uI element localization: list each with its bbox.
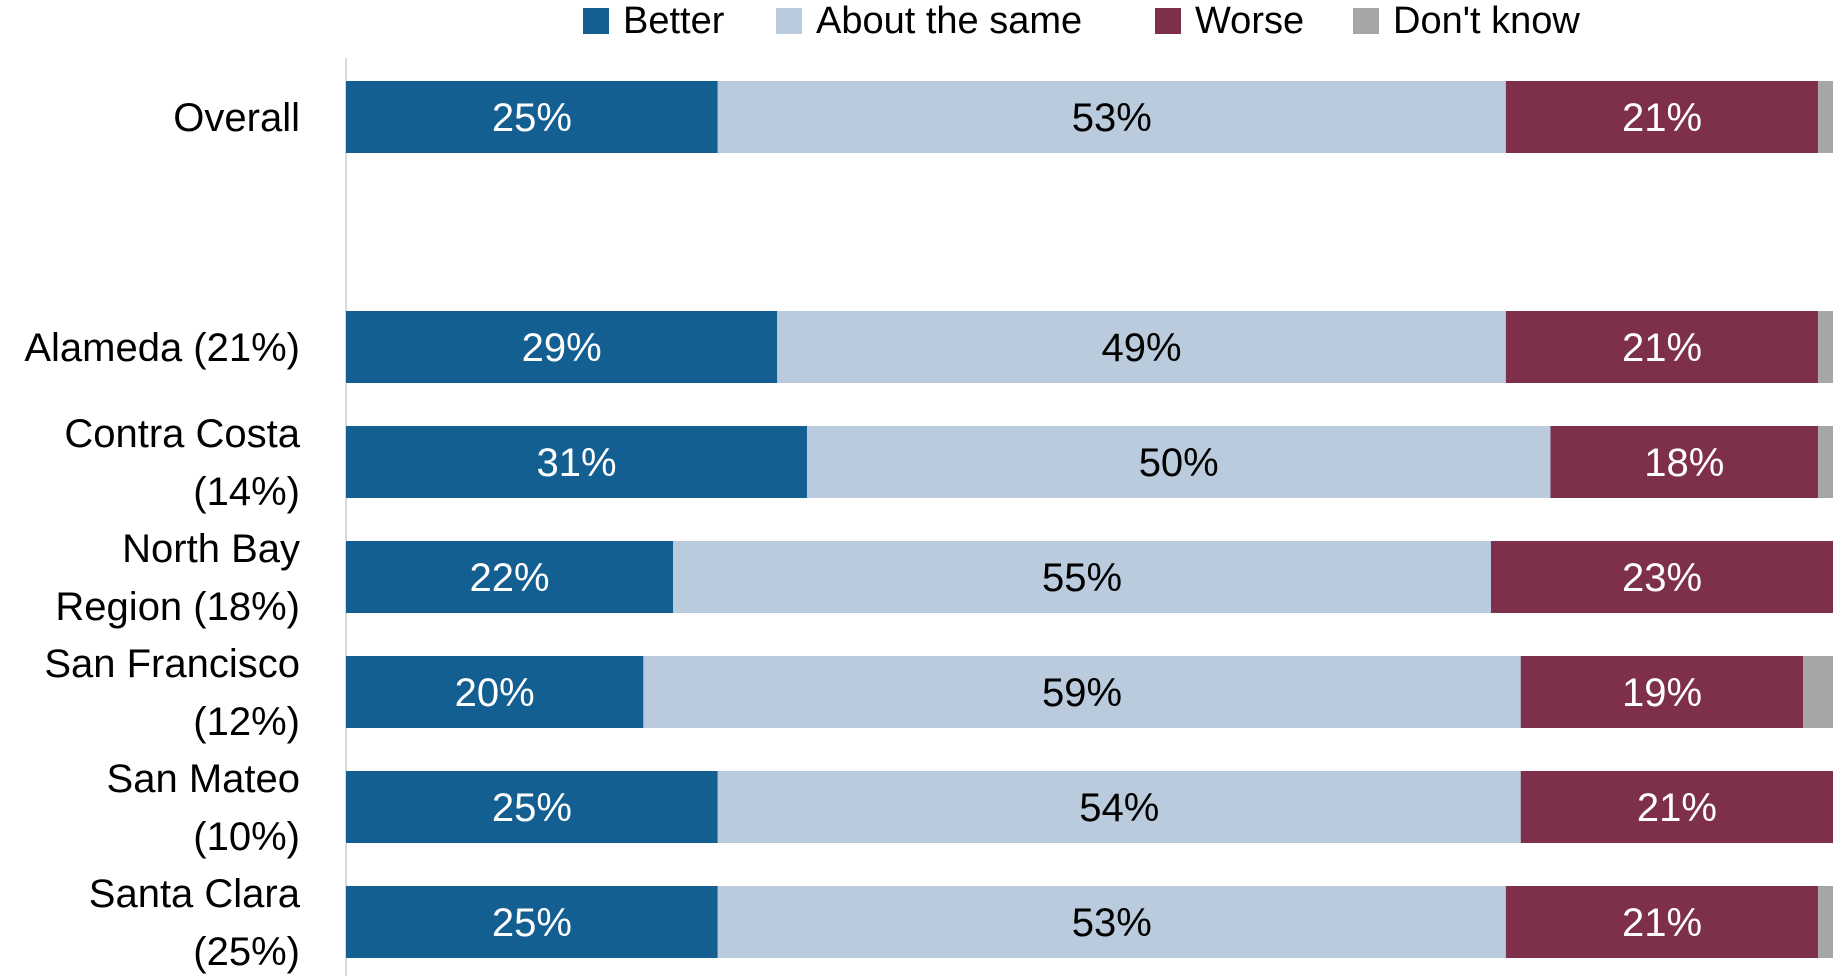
legend-swatch-don-t-know [1353, 8, 1379, 34]
data-label-san-francisco-12-better: 20% [455, 671, 535, 715]
category-label-north-bay-region-18-line-1: North Bay [122, 527, 300, 571]
bar-santa-clara-25-better [346, 886, 718, 958]
category-labels: Overall Alameda (21%) Contra Costa (14%) Nor… [24, 96, 300, 974]
legend: Better About the same Worse Don't know [583, 0, 1580, 42]
category-label-santa-clara-25-line-1: Santa Clara [89, 872, 301, 916]
category-label-santa-clara-25-line-2: (25%) [193, 930, 300, 974]
bar-alameda-21-don-t-know [1818, 311, 1833, 383]
data-label-alameda-21-better: 29% [522, 326, 602, 370]
bar-contra-costa-14-don-t-know [1818, 426, 1833, 498]
bar-san-mateo-10-better [346, 771, 718, 843]
legend-label-better: Better [623, 0, 725, 42]
data-label-contra-costa-14-about-the-same: 50% [1139, 441, 1219, 485]
bar-san-francisco-12-about-the-same [643, 656, 1521, 728]
data-label-north-bay-region-18-worse: 23% [1622, 556, 1702, 600]
data-label-san-francisco-12-worse: 19% [1622, 671, 1702, 715]
data-label-overall-better: 25% [492, 96, 572, 140]
data-label-san-mateo-10-better: 25% [492, 786, 572, 830]
data-label-contra-costa-14-better: 31% [536, 441, 616, 485]
category-label-san-francisco-12-line-2: (12%) [193, 700, 300, 744]
legend-swatch-about-the-same [776, 8, 802, 34]
bar-overall-worse [1505, 81, 1819, 153]
data-label-san-mateo-10-about-the-same: 54% [1079, 786, 1159, 830]
bar-north-bay-region-18-about-the-same [673, 541, 1491, 613]
data-label-contra-costa-14-worse: 18% [1644, 441, 1724, 485]
legend-label-don-t-know: Don't know [1393, 0, 1580, 42]
data-label-san-francisco-12-about-the-same: 59% [1042, 671, 1122, 715]
data-label-santa-clara-25-better: 25% [492, 901, 572, 945]
data-label-alameda-21-worse: 21% [1622, 326, 1702, 370]
category-label-contra-costa-14-line-1: Contra Costa [64, 412, 300, 456]
category-label-contra-costa-14-line-2: (14%) [193, 470, 300, 514]
bar-contra-costa-14-worse [1550, 426, 1819, 498]
bar-alameda-21-worse [1505, 311, 1819, 383]
data-label-san-mateo-10-worse: 21% [1637, 786, 1717, 830]
data-label-alameda-21-about-the-same: 49% [1102, 326, 1182, 370]
data-label-north-bay-region-18-about-the-same: 55% [1042, 556, 1122, 600]
bar-san-mateo-10-worse [1520, 771, 1833, 843]
bar-contra-costa-14-better [346, 426, 807, 498]
bar-overall-about-the-same [717, 81, 1506, 153]
bar-santa-clara-25-don-t-know [1818, 886, 1833, 958]
bar-north-bay-region-18-better [346, 541, 674, 613]
data-label-overall-worse: 21% [1622, 96, 1702, 140]
data-label-north-bay-region-18-better: 22% [470, 556, 550, 600]
data-label-overall-about-the-same: 53% [1072, 96, 1152, 140]
legend-label-worse: Worse [1195, 0, 1304, 42]
category-label-overall: Overall [173, 96, 300, 140]
bar-santa-clara-25-about-the-same [717, 886, 1506, 958]
bar-overall-better [346, 81, 718, 153]
category-label-san-mateo-10-line-1: San Mateo [107, 757, 300, 801]
data-label-santa-clara-25-worse: 21% [1622, 901, 1702, 945]
category-label-san-mateo-10-line-2: (10%) [193, 815, 300, 859]
bars: 25% 53% 21% 29% 49% 21% 31% 50% 18% 22% 55% 23% 20% 5… [346, 81, 1833, 958]
bar-overall-don-t-know [1818, 81, 1833, 153]
bar-san-francisco-12-better [346, 656, 644, 728]
bar-san-francisco-12-worse [1520, 656, 1804, 728]
bar-santa-clara-25-worse [1505, 886, 1819, 958]
legend-swatch-worse [1155, 8, 1181, 34]
bar-alameda-21-about-the-same [777, 311, 1506, 383]
bar-contra-costa-14-about-the-same [806, 426, 1551, 498]
legend-swatch-better [583, 8, 609, 34]
bar-san-francisco-12-don-t-know [1803, 656, 1833, 728]
bar-north-bay-region-18-worse [1490, 541, 1833, 613]
category-label-alameda-21: Alameda (21%) [24, 326, 300, 370]
data-label-santa-clara-25-about-the-same: 53% [1072, 901, 1152, 945]
category-label-north-bay-region-18-line-2: Region (18%) [55, 585, 300, 629]
legend-label-about-the-same: About the same [816, 0, 1082, 42]
bar-san-mateo-10-about-the-same [717, 771, 1521, 843]
bar-alameda-21-better [346, 311, 778, 383]
category-label-san-francisco-12-line-1: San Francisco [44, 642, 300, 686]
